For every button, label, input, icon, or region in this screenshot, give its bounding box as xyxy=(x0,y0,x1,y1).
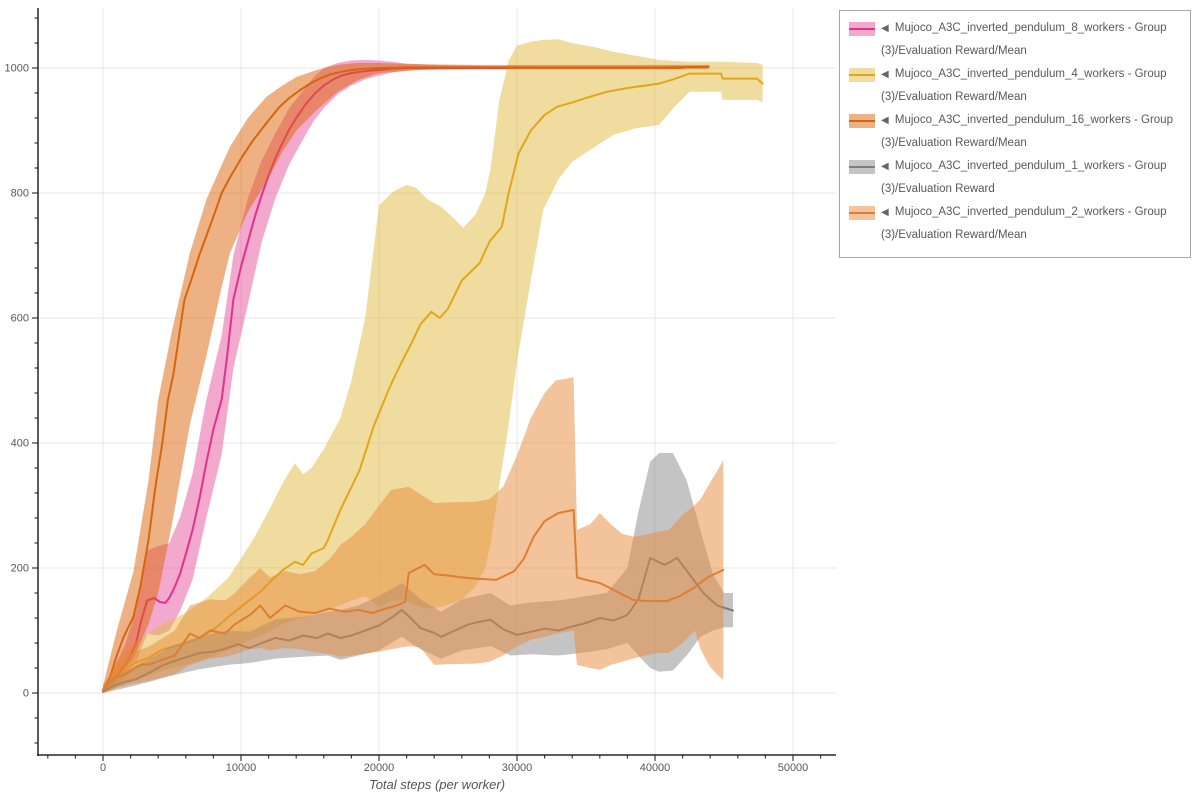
legend-item[interactable]: ◀ Mujoco_A3C_inverted_pendulum_1_workers… xyxy=(849,155,1182,201)
confidence-band xyxy=(103,59,683,693)
y-tick-label: 600 xyxy=(11,313,29,325)
axes: 0 10000 20000 30000 40000 50000 0 200 400 600 800 1… xyxy=(5,8,836,774)
legend-item[interactable]: ◀ Mujoco_A3C_inverted_pendulum_8_workers… xyxy=(849,17,1182,63)
y-tick-label: 400 xyxy=(11,438,29,450)
confidence-band xyxy=(103,39,763,694)
series-Mujoco_A3C_inverted_pendulum_2_workers xyxy=(102,377,725,693)
x-tick-label: 40000 xyxy=(640,762,671,774)
mean-line xyxy=(102,508,725,692)
legend-item-label: ◀ Mujoco_A3C_inverted_pendulum_1_workers… xyxy=(881,160,1167,195)
legend-swatch-line-icon xyxy=(849,119,875,123)
x-tick-label: 10000 xyxy=(226,762,257,774)
legend-swatch-icon xyxy=(849,22,875,36)
y-tick-label: 200 xyxy=(11,563,29,575)
legend-swatch-icon xyxy=(849,206,875,220)
mean-line xyxy=(102,65,710,691)
legend-item-label: ◀ Mujoco_A3C_inverted_pendulum_2_workers… xyxy=(881,206,1167,241)
y-tick-label: 0 xyxy=(23,688,29,700)
legend: ◀ Mujoco_A3C_inverted_pendulum_8_workers… xyxy=(839,10,1191,258)
legend-item[interactable]: ◀ Mujoco_A3C_inverted_pendulum_2_workers… xyxy=(849,201,1182,247)
x-axis-title: Total steps (per worker) xyxy=(369,777,505,792)
series-layer xyxy=(102,39,764,694)
collapse-triangle-icon: ◀ xyxy=(881,115,889,126)
collapse-triangle-icon: ◀ xyxy=(881,69,889,80)
y-tick-label: 1000 xyxy=(5,63,29,75)
legend-swatch-line-icon xyxy=(849,211,875,215)
legend-item-label: ◀ Mujoco_A3C_inverted_pendulum_8_workers… xyxy=(881,22,1167,57)
collapse-triangle-icon: ◀ xyxy=(881,207,889,218)
legend-item-label: ◀ Mujoco_A3C_inverted_pendulum_16_worker… xyxy=(881,114,1173,149)
x-tick-label: 50000 xyxy=(778,762,809,774)
confidence-band xyxy=(103,377,724,693)
y-tick-label: 800 xyxy=(11,188,29,200)
collapse-triangle-icon: ◀ xyxy=(881,161,889,172)
legend-item[interactable]: ◀ Mujoco_A3C_inverted_pendulum_16_worker… xyxy=(849,109,1182,155)
series-Mujoco_A3C_inverted_pendulum_16_workers xyxy=(102,63,710,693)
legend-swatch-line-icon xyxy=(849,73,875,77)
legend-swatch-line-icon xyxy=(849,165,875,169)
x-tick-label: 20000 xyxy=(364,762,395,774)
legend-swatch-line-icon xyxy=(849,27,875,31)
x-tick-label: 0 xyxy=(100,762,106,774)
legend-swatch-icon xyxy=(849,68,875,82)
legend-item-label: ◀ Mujoco_A3C_inverted_pendulum_4_workers… xyxy=(881,68,1167,103)
collapse-triangle-icon: ◀ xyxy=(881,23,889,34)
legend-swatch-icon xyxy=(849,160,875,174)
legend-item[interactable]: ◀ Mujoco_A3C_inverted_pendulum_4_workers… xyxy=(849,63,1182,109)
x-tick-label: 30000 xyxy=(502,762,533,774)
legend-swatch-icon xyxy=(849,114,875,128)
